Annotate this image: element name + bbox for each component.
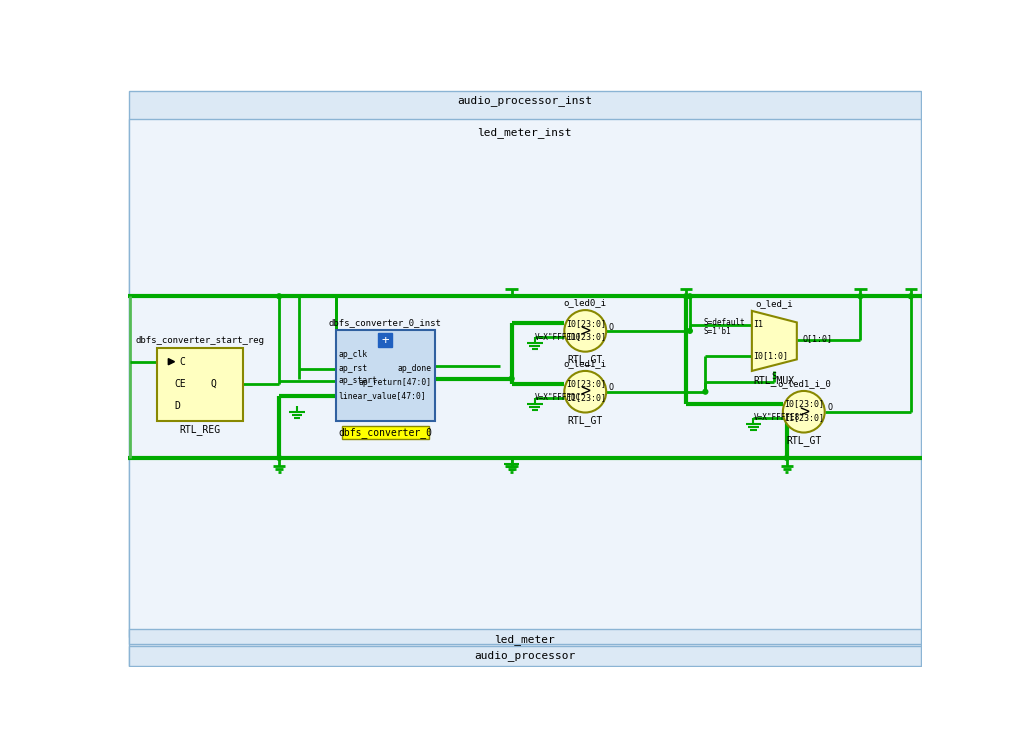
Text: I0[23:0]: I0[23:0] (784, 399, 824, 408)
Text: linear_value[47:0]: linear_value[47:0] (339, 391, 427, 400)
Text: RTL_REG: RTL_REG (179, 424, 220, 435)
Polygon shape (752, 311, 797, 371)
Text: CE: CE (174, 379, 186, 389)
Circle shape (687, 328, 693, 334)
Text: o_led0_i: o_led0_i (564, 298, 607, 307)
Text: ap_clk: ap_clk (339, 351, 368, 360)
Bar (336, 330, 435, 421)
Text: I1[23:0]: I1[23:0] (566, 393, 606, 402)
Text: O: O (827, 404, 833, 413)
Text: D: D (174, 401, 180, 411)
Text: S: S (772, 372, 777, 381)
Text: ap_start: ap_start (339, 377, 378, 386)
Circle shape (564, 371, 606, 413)
Bar (158, 348, 243, 421)
Circle shape (857, 293, 863, 300)
Text: V=X"FFFFE8": V=X"FFFFE8" (754, 413, 804, 422)
Text: audio_processor: audio_processor (474, 650, 575, 661)
Bar (129, 646, 921, 666)
Circle shape (907, 293, 913, 300)
Text: C: C (179, 357, 185, 367)
Bar (129, 119, 921, 637)
Text: Q: Q (210, 379, 216, 389)
Text: RTL_GT: RTL_GT (567, 415, 603, 425)
Text: V=X"FFFFD0": V=X"FFFFD0" (535, 333, 586, 342)
Circle shape (276, 293, 283, 300)
Text: S=1'b1: S=1'b1 (703, 327, 731, 336)
Text: RTL_GT: RTL_GT (567, 354, 603, 365)
Bar (342, 425, 429, 440)
Circle shape (276, 455, 283, 461)
Text: +: + (382, 333, 389, 347)
Text: >: > (581, 322, 590, 340)
Text: I0[1:0]: I0[1:0] (754, 351, 788, 360)
Text: o_led1_i: o_led1_i (564, 359, 607, 368)
Text: RTL_MUX: RTL_MUX (754, 374, 795, 386)
Text: led_meter_inst: led_meter_inst (477, 127, 572, 139)
Text: RTL_GT: RTL_GT (786, 434, 821, 446)
Polygon shape (168, 359, 174, 365)
Circle shape (509, 375, 515, 382)
Text: S=default: S=default (703, 318, 745, 327)
Text: audio_processor_inst: audio_processor_inst (458, 95, 592, 106)
Circle shape (783, 391, 824, 432)
Circle shape (564, 310, 606, 352)
Text: I1[23:0]: I1[23:0] (566, 333, 606, 342)
Text: I1[23:0]: I1[23:0] (784, 413, 824, 422)
Text: o_led_i: o_led_i (756, 299, 794, 308)
Text: >: > (581, 383, 590, 401)
Text: O: O (608, 323, 613, 332)
Text: I0[23:0]: I0[23:0] (566, 380, 606, 389)
Text: I1: I1 (754, 321, 764, 330)
Bar (129, 629, 921, 644)
Circle shape (687, 293, 693, 300)
Text: dbfs_converter_start_reg: dbfs_converter_start_reg (135, 336, 264, 345)
Text: dbfs_converter_0: dbfs_converter_0 (338, 427, 432, 438)
Bar (378, 333, 392, 347)
Text: o_led1_i_0: o_led1_i_0 (777, 379, 830, 388)
Text: I0[23:0]: I0[23:0] (566, 318, 606, 328)
Circle shape (683, 293, 689, 300)
Text: O: O (608, 383, 613, 392)
Text: dbfs_converter_0_inst: dbfs_converter_0_inst (329, 318, 441, 327)
Circle shape (702, 389, 709, 395)
Text: V=X"FFFFDC": V=X"FFFFDC" (535, 393, 586, 402)
Text: ap_return[47:0]: ap_return[47:0] (358, 378, 432, 387)
Circle shape (783, 455, 790, 461)
Text: >: > (799, 403, 809, 421)
Text: ap_rst: ap_rst (339, 364, 368, 373)
Text: led_meter: led_meter (495, 634, 555, 645)
Text: O[1:0]: O[1:0] (802, 334, 833, 343)
Text: ap_done: ap_done (397, 364, 432, 373)
